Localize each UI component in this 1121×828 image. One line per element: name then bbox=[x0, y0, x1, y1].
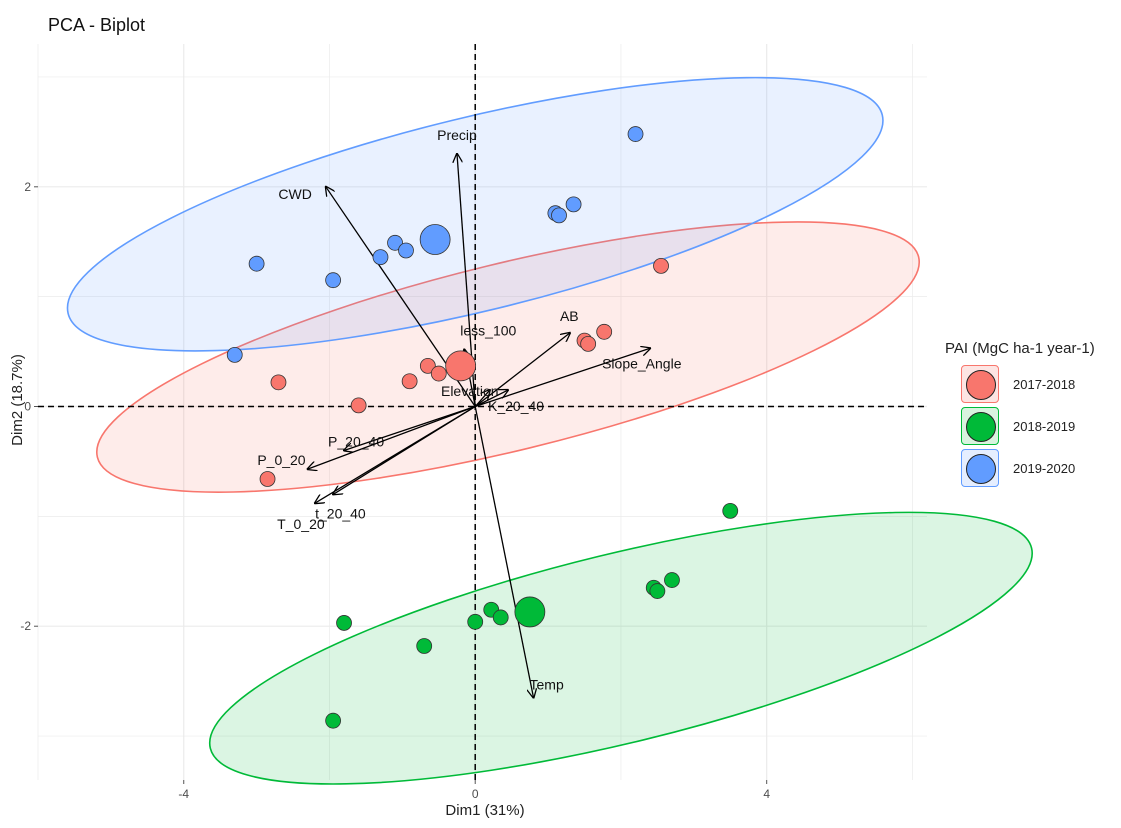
data-point-2019-2020 bbox=[372, 249, 389, 266]
data-point-2017-2018 bbox=[430, 365, 447, 382]
data-point-2019-2020 bbox=[398, 242, 414, 259]
group-centroid-2018-2019 bbox=[514, 596, 546, 628]
data-point-2018-2019 bbox=[664, 572, 680, 588]
variable-label-P_20_40: P_20_40 bbox=[328, 433, 384, 449]
variable-label-less_100: less_100 bbox=[460, 322, 516, 338]
legend-item-2018-2019: 2018-2019 bbox=[945, 405, 1095, 447]
x-axis-label: Dim1 (31%) bbox=[445, 802, 524, 819]
group-centroid-2017-2018 bbox=[445, 350, 477, 382]
x-tick-label: 0 bbox=[472, 787, 479, 801]
y-tick-label: 2 bbox=[24, 180, 31, 194]
legend: PAI (MgC ha-1 year-1) 2017-2018 2018-201… bbox=[945, 340, 1095, 489]
legend-key-2019-2020 bbox=[961, 449, 999, 487]
legend-label-2017-2018: 2017-2018 bbox=[1013, 376, 1076, 392]
variable-label-Elevation: Elevation bbox=[441, 383, 499, 399]
chart-title: PCA - Biplot bbox=[48, 15, 145, 35]
legend-item-2017-2018: 2017-2018 bbox=[945, 363, 1095, 405]
data-point-2017-2018 bbox=[401, 373, 418, 390]
axis-layer: -4 0 4 -2 0 2 bbox=[20, 180, 770, 801]
group-centroid-2019-2020 bbox=[419, 224, 451, 255]
data-point-2018-2019 bbox=[467, 613, 484, 630]
variable-label-Slope_Angle: Slope_Angle bbox=[602, 355, 682, 371]
variable-arrow-P_20_40 bbox=[344, 405, 476, 451]
data-point-2017-2018 bbox=[653, 257, 669, 274]
variable-arrow-Elevation bbox=[474, 390, 490, 407]
legend-item-2019-2020: 2019-2020 bbox=[945, 447, 1095, 489]
y-tick-label: -2 bbox=[20, 619, 31, 633]
y-axis-label: Dim2 (18.7%) bbox=[9, 354, 26, 446]
legend-key-2018-2019 bbox=[961, 407, 999, 445]
data-point-2017-2018 bbox=[596, 323, 613, 340]
variable-label-AB: AB bbox=[560, 308, 579, 324]
data-point-2019-2020 bbox=[226, 346, 243, 363]
x-tick-label: 4 bbox=[763, 787, 770, 801]
confidence-ellipse-2017-2018 bbox=[95, 221, 921, 493]
variable-label-CWD: CWD bbox=[278, 186, 311, 202]
ellipse-layer bbox=[66, 76, 1033, 785]
data-point-2019-2020 bbox=[387, 234, 403, 251]
variable-arrow-T_0_20 bbox=[315, 405, 476, 504]
legend-label-2019-2020: 2019-2020 bbox=[1013, 460, 1076, 476]
variable-label-Precip: Precip bbox=[437, 127, 477, 143]
data-point-2019-2020 bbox=[551, 207, 567, 224]
x-tick-label: -4 bbox=[178, 787, 189, 801]
data-point-2018-2019 bbox=[416, 638, 433, 654]
variable-label-K_20_40: K_20_40 bbox=[488, 398, 544, 414]
data-point-2017-2018 bbox=[270, 374, 287, 391]
legend-label-2018-2019: 2018-2019 bbox=[1013, 418, 1076, 434]
data-point-2019-2020 bbox=[565, 196, 582, 213]
variable-arrow-Temp bbox=[474, 406, 533, 698]
data-point-2018-2019 bbox=[492, 609, 509, 626]
data-point-2018-2019 bbox=[325, 712, 342, 729]
data-point-2019-2020 bbox=[248, 255, 265, 272]
variable-label-Temp: Temp bbox=[530, 677, 564, 693]
variable-label-P_0_20: P_0_20 bbox=[257, 452, 305, 468]
variable-arrow-P_0_20 bbox=[308, 405, 476, 470]
point-layer bbox=[226, 126, 739, 729]
data-point-2018-2019 bbox=[336, 615, 352, 631]
data-point-2019-2020 bbox=[325, 272, 342, 289]
y-tick-label: 0 bbox=[24, 400, 31, 414]
variable-arrow-K_20_40 bbox=[474, 390, 508, 408]
data-point-2018-2019 bbox=[649, 583, 666, 599]
data-point-2017-2018 bbox=[580, 335, 597, 352]
confidence-ellipse-2018-2019 bbox=[208, 511, 1033, 785]
variable-label-t_20_40: t_20_40 bbox=[315, 505, 366, 521]
data-point-2018-2019 bbox=[722, 502, 739, 519]
legend-title: PAI (MgC ha-1 year-1) bbox=[945, 340, 1095, 357]
reference-lines bbox=[38, 44, 927, 780]
grid-layer bbox=[37, 44, 927, 780]
variable-label-T_0_20: T_0_20 bbox=[277, 516, 325, 532]
data-point-2017-2018 bbox=[419, 357, 436, 374]
data-point-2017-2018 bbox=[259, 471, 276, 487]
data-point-2019-2020 bbox=[627, 126, 644, 142]
data-point-2017-2018 bbox=[350, 397, 367, 414]
legend-key-2017-2018 bbox=[961, 365, 999, 403]
